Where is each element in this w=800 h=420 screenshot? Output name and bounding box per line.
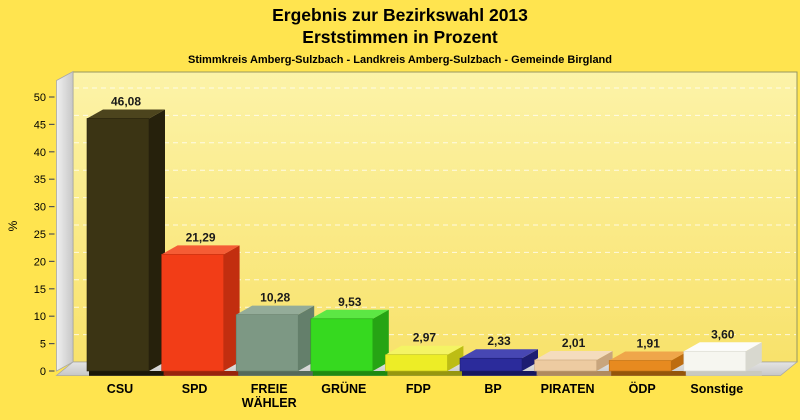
bar-ÖDP: 1,91 ÖDP <box>608 337 688 396</box>
bar-top-face <box>161 245 240 255</box>
bar-side-face <box>596 350 613 371</box>
y-tick-label: 0 <box>40 366 46 378</box>
bar-top-face <box>385 345 464 355</box>
x-category-label: FREIE WÄHLER <box>242 382 297 410</box>
y-tick-label: 35 <box>34 174 46 186</box>
bar-top-face <box>534 350 613 360</box>
bar-front-face <box>459 357 523 372</box>
bar-side-face <box>671 351 688 371</box>
bar-value-label: 9,53 <box>338 295 362 309</box>
bar-front-face <box>86 118 150 372</box>
y-tick-label: 15 <box>34 284 46 296</box>
x-category-label: FDP <box>406 382 431 396</box>
bar-top-face <box>87 109 165 119</box>
bar-side-face <box>298 305 315 371</box>
x-category-label: PIRATEN <box>541 382 595 396</box>
y-tick-label: 5 <box>40 339 46 351</box>
bar-side-face <box>149 109 165 371</box>
chart-title-line1: Ergebnis zur Bezirkswahl 2013 <box>272 5 528 25</box>
y-tick-label: 30 <box>34 202 46 214</box>
bar-side-face <box>522 349 538 371</box>
chart-caption: Stimmkreis Amberg-Sulzbach - Landkreis A… <box>188 54 612 66</box>
bar-top-face <box>236 305 315 315</box>
bar-FDP: 2,97 FDP <box>385 331 464 396</box>
bar-shadow <box>163 371 240 376</box>
bar-shadow <box>685 371 762 376</box>
bar-SPD: 21,29 SPD <box>161 230 240 396</box>
y-tick-label: 45 <box>34 119 46 131</box>
x-category-label: CSU <box>107 382 133 396</box>
bar-value-label: 46,08 <box>111 94 141 108</box>
y-tick-label: 50 <box>34 92 46 104</box>
bar-shadow <box>312 371 389 376</box>
bar-top-face <box>460 349 538 359</box>
bar-side-face <box>745 342 762 371</box>
bar-Sonstige: 3,60 Sonstige <box>683 327 762 396</box>
bar-FREIE WÄHLER: 10,28 FREIE WÄHLER <box>235 291 315 410</box>
bar-value-label: 2,33 <box>487 334 511 348</box>
bar-side-face <box>223 245 240 371</box>
bar-side-face <box>372 309 389 371</box>
x-category-label: Sonstige <box>690 382 743 396</box>
bar-shadow <box>89 371 165 376</box>
bar-PIRATEN: 2,01 PIRATEN <box>534 336 613 396</box>
bar-top-face <box>683 342 762 352</box>
bar-shadow <box>387 371 464 376</box>
bar-shadow <box>238 371 315 376</box>
x-category-label: BP <box>484 382 501 396</box>
bar-value-label: 10,28 <box>260 291 290 305</box>
bar-value-label: 21,29 <box>186 230 216 244</box>
y-tick-label: 20 <box>34 256 46 268</box>
bar-front-face <box>608 360 672 372</box>
bar-top-face <box>310 309 389 319</box>
bar-front-face <box>385 354 448 372</box>
bar-GRÜNE: 9,53 GRÜNE <box>310 295 389 396</box>
bar-side-face <box>447 345 464 371</box>
bar-shadow <box>536 371 613 376</box>
chart-title-line2: Erststimmen in Prozent <box>302 27 498 47</box>
bar-CSU: 46,08 CSU <box>86 94 165 396</box>
bar-value-label: 3,60 <box>711 327 735 341</box>
bar-value-label: 2,97 <box>413 331 437 345</box>
bar-shadow <box>611 371 688 376</box>
bar-front-face <box>534 359 597 372</box>
bar-top-face <box>609 351 688 361</box>
bar-front-face <box>235 314 299 372</box>
bar-value-label: 2,01 <box>562 336 586 350</box>
y-axis-label: % <box>6 220 20 231</box>
x-category-label: SPD <box>182 382 208 396</box>
y-tick-label: 25 <box>34 229 46 241</box>
bar-front-face <box>161 254 224 372</box>
axis-wall <box>56 70 74 372</box>
bar-BP: 2,33 BP <box>459 334 538 396</box>
y-tick-label: 40 <box>34 147 46 159</box>
bar-value-label: 1,91 <box>637 337 661 351</box>
bar-front-face <box>683 350 747 372</box>
x-category-label: GRÜNE <box>321 381 366 396</box>
y-tick-label: 10 <box>34 311 46 323</box>
bar-shadow <box>462 371 538 376</box>
x-category-label: ÖDP <box>629 381 656 396</box>
bar-front-face <box>310 318 374 372</box>
